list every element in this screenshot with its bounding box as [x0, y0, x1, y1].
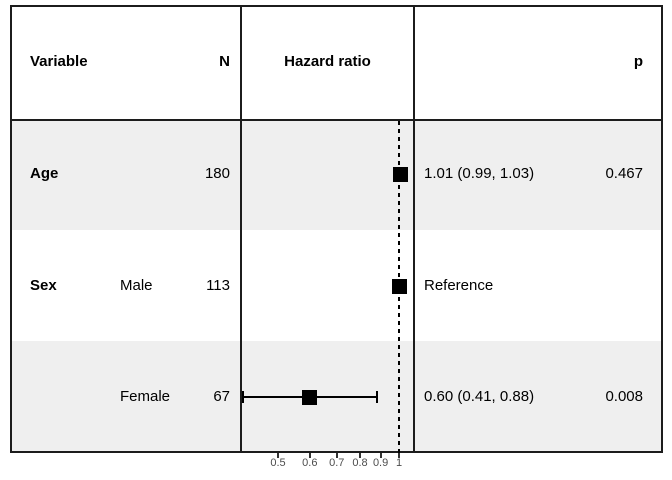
hazard-ratio-marker: [393, 166, 409, 182]
row-female-estimate: 0.60 (0.41, 0.88): [424, 387, 535, 405]
row-age-n: 180: [204, 164, 230, 182]
row-age-estimate: 1.01 (0.99, 1.03): [424, 164, 535, 182]
header-variable: Variable: [30, 52, 88, 70]
x-axis-tick: [398, 453, 400, 458]
x-axis-tick: [379, 453, 382, 458]
confidence-interval-cap-low: [242, 391, 245, 403]
row-stripe-age: [12, 121, 661, 230]
header-separator-line: [10, 119, 663, 121]
hazard-ratio-marker: [302, 389, 318, 405]
x-axis-tick: [359, 453, 362, 458]
x-axis-tick-label: 1: [395, 457, 403, 469]
row-female-level: Female: [120, 387, 171, 405]
hazard-ratio-marker: [391, 278, 407, 294]
x-axis-tick: [276, 453, 279, 458]
x-axis-tick-label: 0.5: [270, 457, 286, 469]
row-male-level: Male: [120, 276, 153, 294]
x-axis-tick-label: 0.8: [352, 457, 368, 469]
x-axis-tick-label: 0.9: [372, 457, 389, 469]
confidence-interval-cap-high: [375, 391, 378, 403]
header-hazard-ratio: Hazard ratio: [284, 52, 371, 70]
column-divider-left: [240, 5, 242, 453]
x-axis-tick: [308, 453, 311, 458]
x-axis-tick-label: 0.7: [329, 457, 345, 469]
row-female-p: 0.008: [605, 387, 643, 405]
row-male-n: 113: [206, 276, 230, 294]
header-n: N: [219, 52, 230, 70]
row-age-p: 0.467: [605, 164, 643, 182]
x-axis-tick-label: 0.6: [302, 457, 318, 469]
row-female-n: 67: [213, 387, 230, 405]
row-male-estimate: Reference: [424, 276, 494, 294]
row-sex-variable: Sex: [30, 276, 57, 294]
x-axis-tick: [335, 453, 338, 458]
column-divider-right: [413, 5, 415, 453]
header-p: p: [633, 52, 643, 70]
row-age-variable: Age: [30, 164, 59, 182]
